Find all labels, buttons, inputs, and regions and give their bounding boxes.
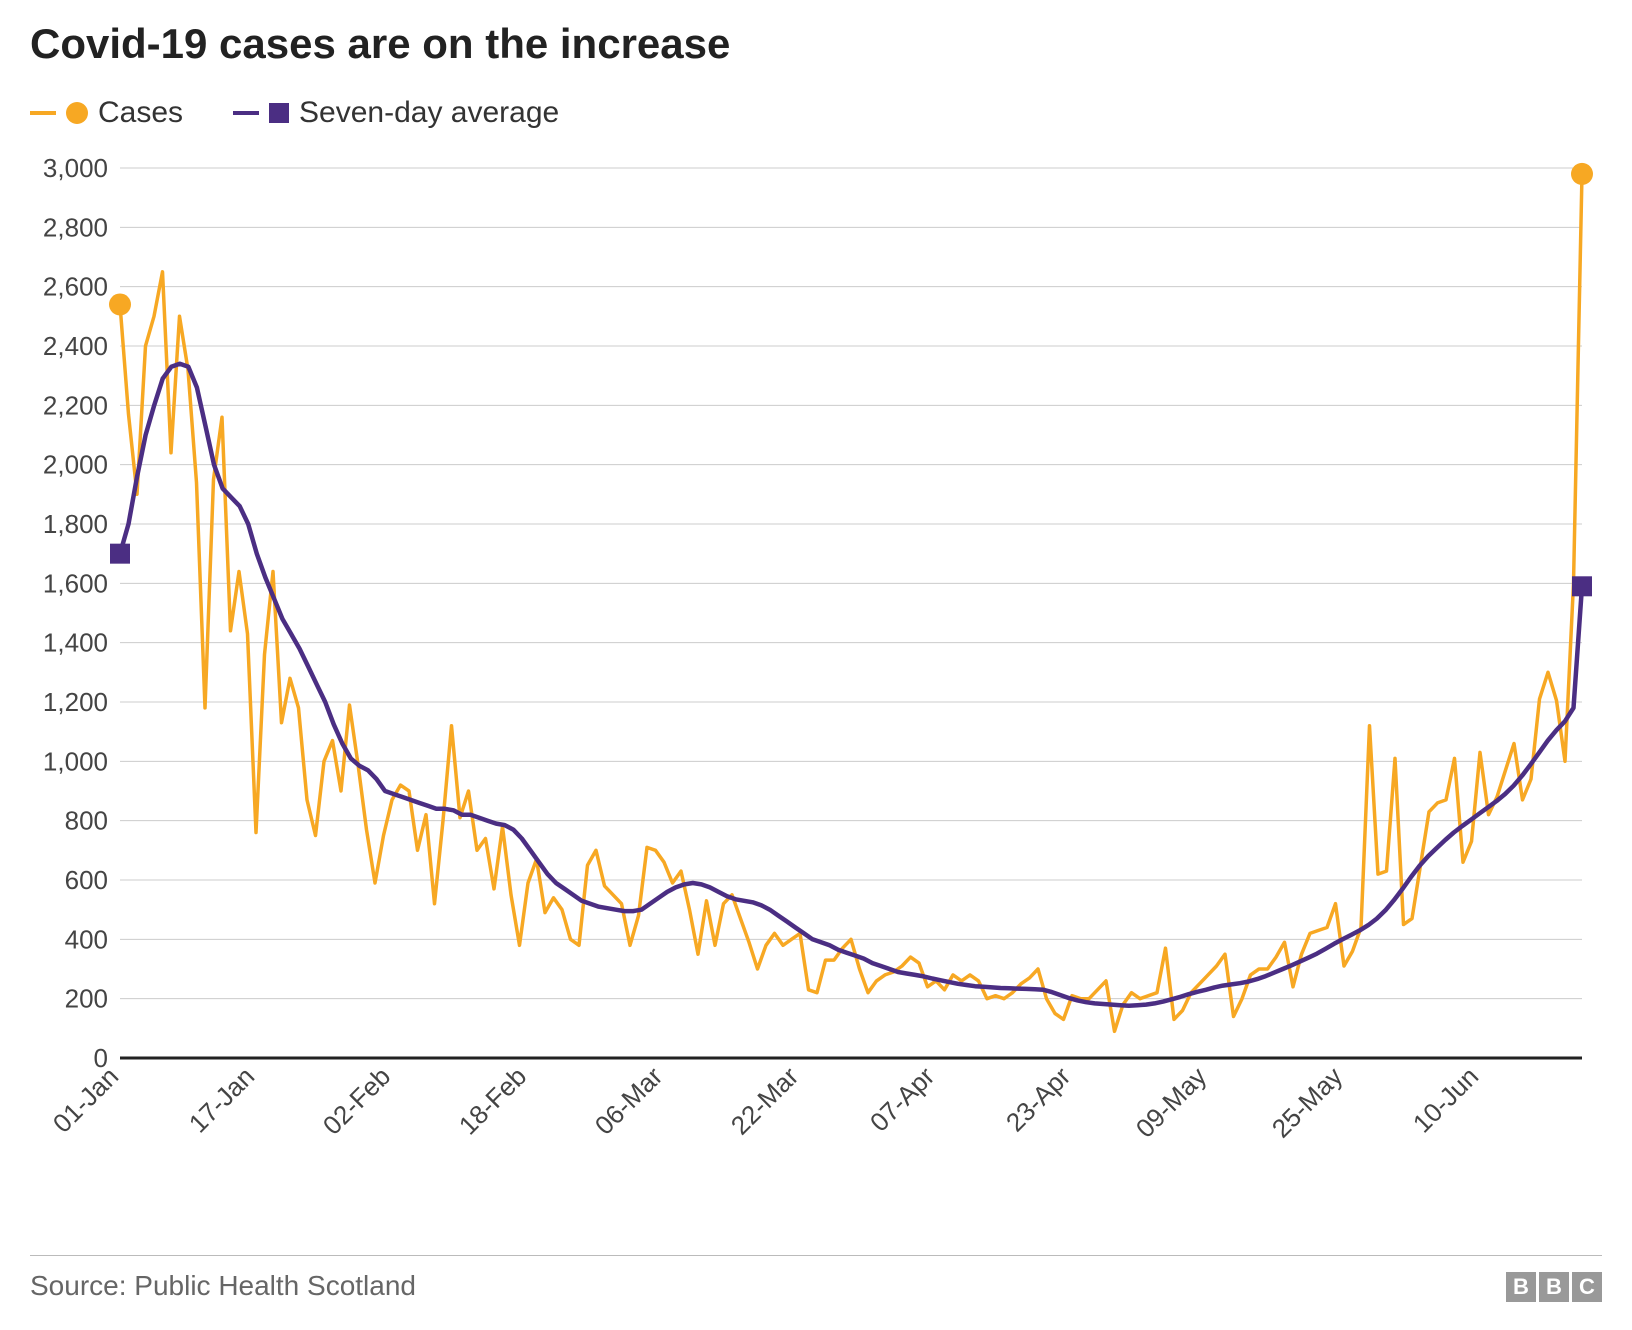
x-tick-label: 07-Apr: [864, 1061, 941, 1138]
y-tick-label: 2,200: [43, 390, 108, 420]
footer: Source: Public Health Scotland B B C: [30, 1255, 1602, 1302]
x-tick-label: 22-Mar: [725, 1061, 805, 1141]
bbc-logo-c: C: [1572, 1272, 1602, 1302]
y-tick-label: 400: [65, 924, 108, 954]
x-tick-label: 25-May: [1266, 1061, 1349, 1144]
y-tick-label: 200: [65, 984, 108, 1014]
legend: Cases Seven-day average: [30, 96, 1602, 130]
y-tick-label: 2,800: [43, 212, 108, 242]
x-tick-label: 02-Feb: [317, 1061, 396, 1140]
cases-marker-start: [109, 293, 131, 315]
y-tick-label: 1,000: [43, 746, 108, 776]
legend-label-avg: Seven-day average: [299, 96, 559, 130]
x-tick-label: 09-May: [1130, 1061, 1213, 1144]
line-chart: 02004006008001,0001,2001,4001,6001,8002,…: [30, 158, 1602, 1178]
legend-marker-avg: [269, 103, 289, 123]
legend-label-cases: Cases: [98, 96, 183, 130]
x-tick-label: 17-Jan: [183, 1061, 260, 1138]
y-tick-label: 2,400: [43, 331, 108, 361]
source-text: Source: Public Health Scotland: [30, 1270, 416, 1301]
cases-marker-end: [1571, 163, 1593, 185]
y-tick-label: 3,000: [43, 158, 108, 183]
legend-item-avg: Seven-day average: [233, 96, 559, 130]
bbc-logo-b1: B: [1506, 1272, 1536, 1302]
legend-marker-cases: [66, 102, 88, 124]
x-tick-label: 18-Feb: [453, 1061, 532, 1140]
bbc-logo-b2: B: [1539, 1272, 1569, 1302]
avg-marker-end: [1572, 576, 1592, 596]
y-tick-label: 1,600: [43, 568, 108, 598]
footer-divider: [30, 1255, 1602, 1256]
y-tick-label: 600: [65, 865, 108, 895]
legend-line-cases: [30, 111, 56, 115]
y-tick-label: 2,600: [43, 272, 108, 302]
legend-line-avg: [233, 111, 259, 115]
avg-marker-start: [110, 544, 130, 564]
y-tick-label: 1,400: [43, 628, 108, 658]
y-tick-label: 1,800: [43, 509, 108, 539]
chart-title: Covid-19 cases are on the increase: [30, 20, 1602, 68]
cases-line: [120, 174, 1582, 1031]
y-tick-label: 2,000: [43, 450, 108, 480]
y-tick-label: 800: [65, 806, 108, 836]
x-tick-label: 06-Mar: [589, 1061, 669, 1141]
x-tick-label: 23-Apr: [1000, 1061, 1077, 1138]
legend-item-cases: Cases: [30, 96, 183, 130]
x-tick-label: 01-Jan: [47, 1061, 124, 1138]
bbc-logo: B B C: [1506, 1272, 1602, 1302]
y-tick-label: 1,200: [43, 687, 108, 717]
x-tick-label: 10-Jun: [1407, 1061, 1484, 1138]
